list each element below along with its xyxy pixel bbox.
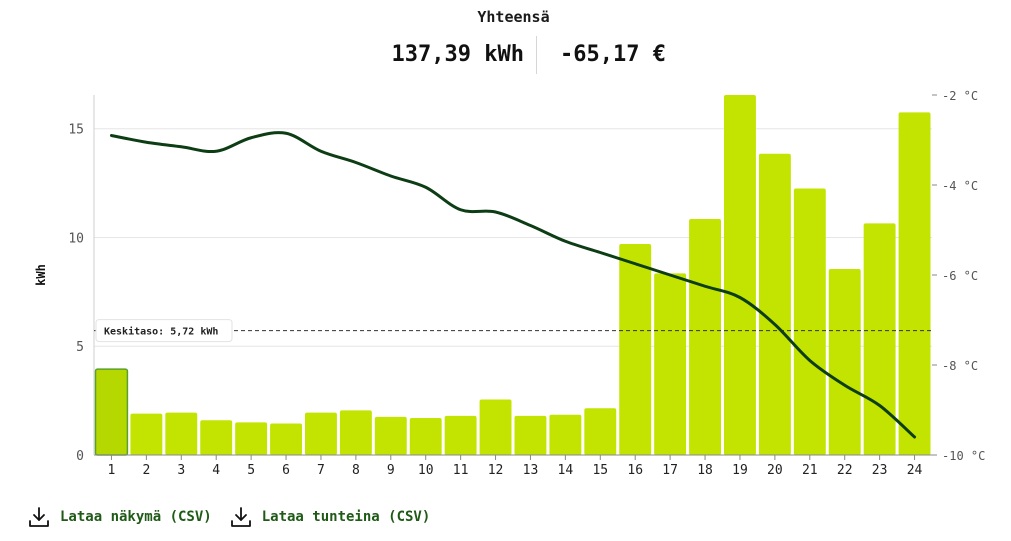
download-icon bbox=[28, 506, 50, 528]
y-tick-label: 0 bbox=[76, 449, 84, 464]
bar bbox=[339, 410, 372, 455]
download-hourly-csv-label: Lataa tunteina (CSV) bbox=[261, 509, 431, 525]
bar bbox=[758, 153, 791, 455]
x-tick-label: 21 bbox=[802, 463, 818, 478]
x-tick-label: 5 bbox=[247, 463, 255, 478]
x-tick-label: 24 bbox=[907, 463, 923, 478]
bar bbox=[409, 418, 442, 455]
bar bbox=[584, 408, 617, 455]
download-links: Lataa näkymä (CSV) Lataa tunteina (CSV) bbox=[28, 506, 430, 528]
x-tick-label: 20 bbox=[767, 463, 783, 478]
totals-divider bbox=[536, 36, 537, 74]
bar bbox=[374, 416, 407, 455]
bar bbox=[444, 415, 477, 455]
x-tick-label: 6 bbox=[282, 463, 290, 478]
x-tick-label: 15 bbox=[592, 463, 608, 478]
x-tick-label: 11 bbox=[453, 463, 469, 478]
x-tick-label: 10 bbox=[418, 463, 434, 478]
x-tick-label: 12 bbox=[488, 463, 504, 478]
x-tick-label: 8 bbox=[352, 463, 360, 478]
x-tick-label: 14 bbox=[558, 463, 574, 478]
x-tick-label: 23 bbox=[872, 463, 888, 478]
x-tick-label: 4 bbox=[212, 463, 220, 478]
x-tick-label: 13 bbox=[523, 463, 539, 478]
download-icon bbox=[230, 506, 252, 528]
download-view-csv-label: Lataa näkymä (CSV) bbox=[60, 509, 212, 525]
bar bbox=[235, 422, 268, 455]
y-tick-label: 10 bbox=[68, 231, 84, 246]
x-tick-label: 22 bbox=[837, 463, 853, 478]
bar bbox=[863, 223, 896, 455]
bar bbox=[514, 415, 547, 455]
average-label: Keskitaso: 5,72 kWh bbox=[104, 326, 218, 338]
download-view-csv-button[interactable]: Lataa näkymä (CSV) bbox=[28, 506, 212, 528]
y2-tick-label: -10 °C bbox=[942, 449, 985, 463]
totals-row: 137,39 kWh -65,17 € bbox=[0, 36, 1011, 76]
bar bbox=[94, 368, 129, 456]
x-tick-label: 19 bbox=[732, 463, 748, 478]
x-tick-label: 18 bbox=[697, 463, 713, 478]
total-energy: 137,39 kWh bbox=[391, 42, 524, 67]
total-cost: -65,17 € bbox=[560, 42, 666, 67]
x-tick-label: 2 bbox=[142, 463, 150, 478]
y-tick-label: 5 bbox=[76, 340, 84, 355]
y2-tick-label: -4 °C bbox=[942, 179, 978, 193]
bar bbox=[828, 269, 861, 455]
bar bbox=[165, 412, 198, 455]
y2-tick-label: -8 °C bbox=[942, 359, 978, 373]
bar bbox=[270, 423, 302, 455]
x-tick-label: 3 bbox=[177, 463, 185, 478]
y-axis-label: kWh bbox=[34, 264, 48, 286]
bar bbox=[200, 420, 233, 455]
x-tick-label: 9 bbox=[387, 463, 395, 478]
y2-tick-label: -6 °C bbox=[942, 269, 978, 283]
bar bbox=[654, 273, 687, 455]
bar bbox=[479, 399, 512, 455]
x-tick-label: 7 bbox=[317, 463, 325, 478]
average-label-box bbox=[95, 319, 233, 343]
summary-title: Yhteensä bbox=[477, 8, 550, 26]
bar bbox=[549, 414, 582, 455]
download-hourly-csv-button[interactable]: Lataa tunteina (CSV) bbox=[230, 506, 431, 528]
bar bbox=[898, 112, 931, 456]
y2-tick-label: -2 °C bbox=[942, 89, 978, 103]
bar bbox=[130, 413, 163, 455]
x-tick-label: 17 bbox=[662, 463, 678, 478]
bar bbox=[619, 244, 652, 455]
x-tick-label: 16 bbox=[627, 463, 643, 478]
y-tick-label: 15 bbox=[68, 123, 84, 138]
bar bbox=[689, 218, 721, 455]
x-tick-label: 1 bbox=[108, 463, 116, 478]
bar bbox=[724, 95, 756, 455]
bar bbox=[305, 412, 337, 455]
bar bbox=[793, 188, 826, 456]
temperature-line bbox=[109, 131, 917, 439]
